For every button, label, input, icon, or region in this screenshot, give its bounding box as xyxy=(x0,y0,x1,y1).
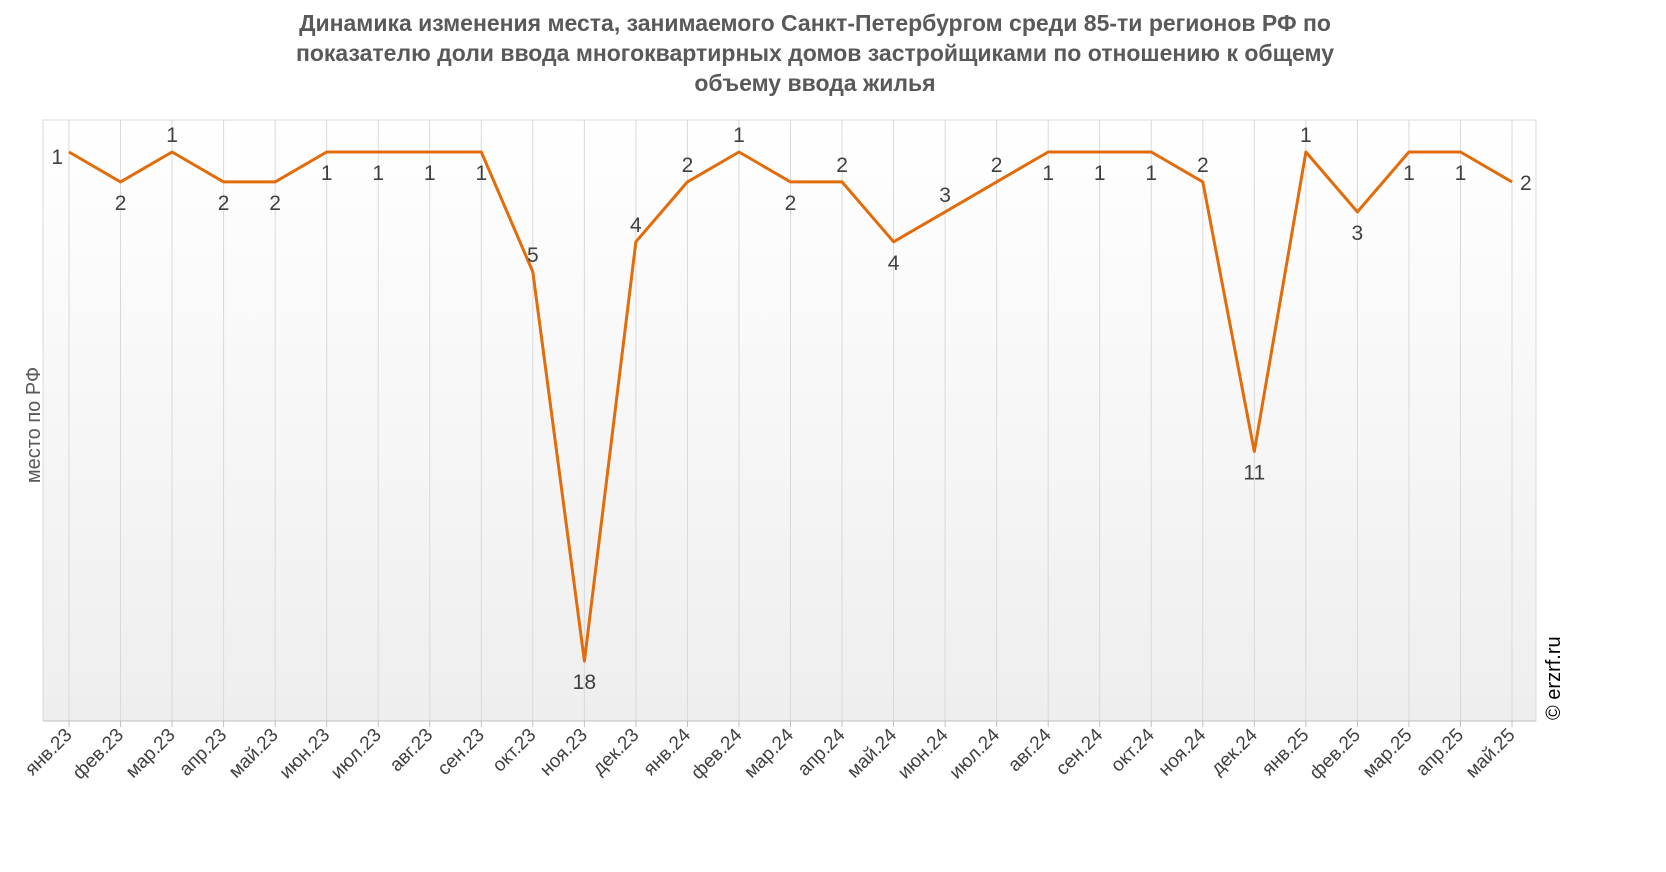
data-label: 1 xyxy=(1403,162,1415,185)
x-tick-label: июн.23 xyxy=(276,725,335,784)
data-label: 3 xyxy=(1352,222,1364,245)
y-axis-label: место по РФ xyxy=(23,367,45,483)
data-label: 4 xyxy=(630,214,642,237)
x-tick-label: ноя.23 xyxy=(536,725,592,781)
chart-title: Динамика изменения места, занимаемого Са… xyxy=(295,10,1335,96)
series-line xyxy=(68,150,1513,663)
data-label: 1 xyxy=(1455,162,1467,185)
x-tick-label: июл.24 xyxy=(946,724,1005,783)
data-label: 1 xyxy=(51,146,63,169)
copyright-label: © erzrf.ru xyxy=(1543,636,1565,720)
data-label: 1 xyxy=(424,162,436,185)
x-tick-label: июн.24 xyxy=(894,724,953,783)
x-tick-label: мар.24 xyxy=(740,724,798,782)
data-label: 2 xyxy=(991,154,1003,177)
x-tick-label: фев.25 xyxy=(1306,725,1365,784)
x-tick-label: июл.23 xyxy=(327,725,386,784)
x-tick-label: май.24 xyxy=(843,724,901,782)
data-label: 2 xyxy=(836,154,848,177)
x-ticks xyxy=(68,721,1513,727)
x-tick-label: янв.23 xyxy=(21,725,76,780)
x-tick-label: янв.25 xyxy=(1258,725,1313,780)
x-tick-label: окт.23 xyxy=(489,725,541,777)
data-label: 3 xyxy=(939,184,951,207)
x-tick-label: ноя.24 xyxy=(1155,724,1211,780)
data-label: 2 xyxy=(269,192,281,215)
data-label: 1 xyxy=(1042,162,1054,185)
gridlines xyxy=(68,120,1513,721)
data-label: 1 xyxy=(1300,124,1312,147)
x-tick-label: мар.25 xyxy=(1359,725,1417,783)
data-label: 2 xyxy=(218,192,230,215)
data-label: 2 xyxy=(785,192,797,215)
data-label: 1 xyxy=(733,124,745,147)
data-label: 1 xyxy=(475,162,487,185)
data-label: 1 xyxy=(372,162,384,185)
x-tick-label: фев.24 xyxy=(687,724,746,783)
x-tick-label: апр.25 xyxy=(1412,725,1468,781)
data-label: 11 xyxy=(1243,461,1265,484)
data-label: 1 xyxy=(1094,162,1106,185)
data-label: 1 xyxy=(166,124,178,147)
x-tick-label: авг.24 xyxy=(1004,724,1056,776)
x-tick-labels: янв.23фев.23мар.23апр.23май.23июн.23июл.… xyxy=(21,724,1519,784)
x-tick-label: янв.24 xyxy=(640,724,696,780)
x-tick-label: май.25 xyxy=(1462,725,1520,783)
x-tick-label: сен.24 xyxy=(1052,724,1107,779)
data-label: 5 xyxy=(527,244,539,267)
x-tick-label: апр.24 xyxy=(794,724,850,780)
plot-area xyxy=(42,119,1537,722)
x-tick-label: дек.23 xyxy=(589,725,644,780)
data-label: 2 xyxy=(682,154,694,177)
data-label: 4 xyxy=(888,252,900,275)
data-label: 18 xyxy=(573,671,596,694)
x-tick-label: дек.24 xyxy=(1207,724,1262,779)
x-tick-label: мар.23 xyxy=(122,725,180,783)
data-label: 2 xyxy=(1197,154,1209,177)
data-label: 1 xyxy=(1145,162,1157,185)
x-tick-label: сен.23 xyxy=(434,725,489,780)
x-tick-label: окт.24 xyxy=(1107,724,1159,776)
data-label: 2 xyxy=(1520,172,1532,195)
data-label: 1 xyxy=(321,162,333,185)
x-tick-label: авг.23 xyxy=(386,725,437,776)
data-label: 2 xyxy=(115,192,127,215)
x-tick-label: апр.23 xyxy=(175,725,231,781)
x-tick-label: фев.23 xyxy=(69,725,128,784)
x-tick-label: май.23 xyxy=(225,725,283,783)
